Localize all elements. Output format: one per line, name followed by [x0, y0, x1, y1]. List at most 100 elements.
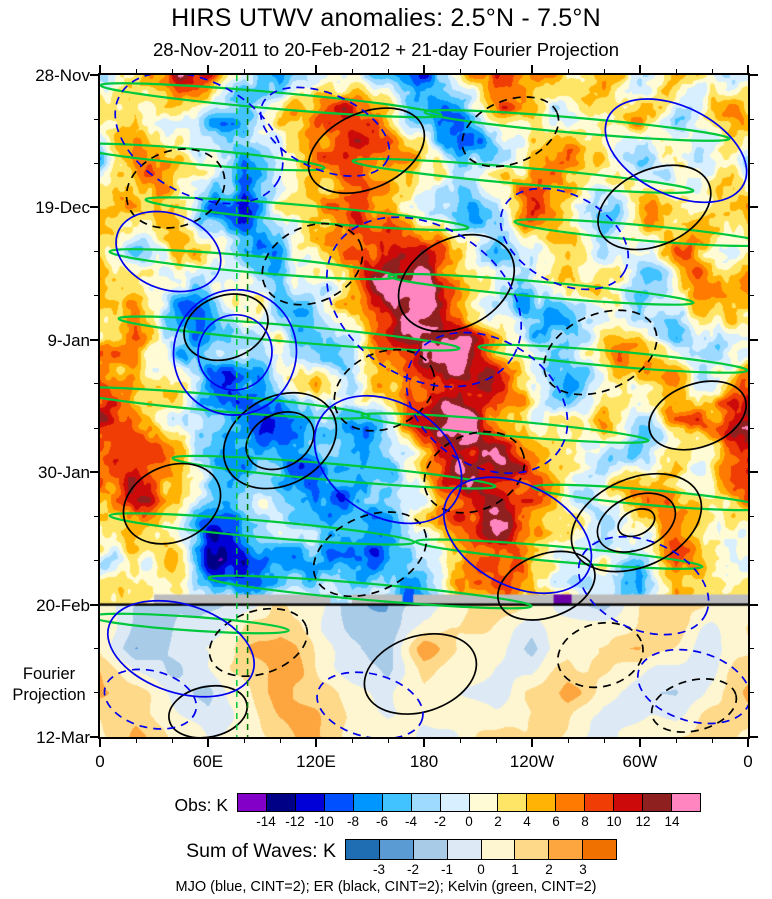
tick-mark: [750, 692, 754, 694]
equatorial-rossby-contour-ellipse: [423, 430, 526, 514]
kelvin-wave-contour-ellipse: [513, 218, 748, 248]
tick-mark: [750, 736, 758, 738]
waves-colorbar-title: Sum of Waves: K: [186, 840, 336, 862]
tick-mark: [567, 739, 569, 743]
x-tick-label: 0: [95, 752, 105, 771]
tick-mark: [90, 471, 98, 474]
waves-colorbar: [345, 839, 617, 860]
tick-mark: [135, 739, 137, 743]
colorbar-tick-label: -2: [433, 814, 447, 829]
x-tick-label: 120E: [296, 752, 336, 771]
colorbar-tick-label: 0: [465, 814, 473, 829]
tick-mark: [207, 739, 209, 747]
mjo-contour-ellipse: [197, 313, 273, 391]
tick-mark: [750, 295, 754, 297]
colorbar-tick-label: 2: [494, 814, 502, 829]
colorbar-segment: [413, 840, 448, 859]
kelvin-wave-contour-ellipse: [414, 538, 704, 570]
mjo-contour-ellipse: [499, 187, 630, 291]
equatorial-rossby-contour-ellipse: [363, 632, 478, 715]
kelvin-wave-contour-ellipse: [360, 412, 650, 444]
kelvin-wave-contour-ellipse: [117, 315, 461, 352]
kelvin-wave-contour-ellipse: [207, 574, 533, 610]
mjo-contour-ellipse: [577, 535, 710, 636]
colorbar-segment: [672, 794, 700, 811]
contour-overlay-svg: [100, 75, 748, 737]
colorbar-segment: [266, 794, 296, 811]
colorbar-tick-label: -10: [314, 814, 334, 829]
mjo-contour-ellipse: [325, 216, 523, 388]
mjo-contour: [103, 75, 748, 737]
tick-mark: [459, 739, 461, 743]
kelvin-wave-contour-ellipse: [423, 109, 731, 142]
equatorial-rossby-contour-ellipse: [125, 148, 226, 229]
equatorial-rossby-contour-ellipse: [307, 107, 426, 195]
colorbar-segment: [447, 840, 482, 859]
reference-longitude-lines: [236, 75, 249, 737]
tick-mark: [750, 383, 754, 385]
mjo-contour-ellipse: [316, 671, 424, 737]
mjo-contour-ellipse: [636, 648, 748, 725]
equatorial-rossby-contour-ellipse: [648, 380, 748, 451]
colorbar-segment: [379, 840, 414, 859]
kelvin-wave-contour: [100, 82, 748, 635]
mjo-contour-ellipse: [259, 86, 391, 177]
tick-mark: [750, 515, 754, 517]
colorbar-tick-label: -6: [375, 814, 389, 829]
mjo-contour-ellipse: [172, 288, 298, 416]
colorbar-segment: [353, 794, 383, 811]
tick-mark: [711, 739, 713, 743]
colorbar-segment: [295, 794, 325, 811]
colorbar-segment: [481, 840, 516, 859]
colorbar-segment: [498, 794, 528, 811]
colorbar-tick-label: 14: [664, 814, 680, 829]
y-tick-label: 12-Mar: [36, 728, 90, 747]
mjo-contour-ellipse: [604, 98, 748, 204]
colorbar-tick-label: -4: [404, 814, 418, 829]
colorbar-segment: [469, 794, 499, 811]
fourier-projection-label: Fourier Projection: [12, 665, 86, 705]
equatorial-rossby-contour-ellipse: [312, 511, 428, 598]
equatorial-rossby-contour-ellipse: [597, 164, 712, 251]
colorbar-segment: [527, 794, 557, 811]
y-tick-label: 9-Jan: [47, 330, 90, 350]
chart-title: HIRS UTWV anomalies: 2.5°N - 7.5°N: [171, 4, 601, 32]
colorbar-tick-label: 12: [635, 814, 651, 829]
tick-mark: [750, 427, 754, 429]
colorbar-segment: [346, 840, 380, 859]
equatorial-rossby-contour-ellipse: [245, 411, 315, 471]
mjo-contour-ellipse: [114, 75, 284, 205]
colorbar-segment: [583, 840, 616, 859]
colorbar-tick-label: -2: [406, 862, 420, 877]
equatorial-rossby-contour-ellipse: [543, 309, 658, 396]
tick-mark: [531, 739, 533, 747]
tick-mark: [207, 65, 209, 73]
mjo-contour-ellipse: [405, 331, 569, 475]
colorbar-tick-label: 1: [511, 862, 519, 877]
equatorial-rossby-contour-ellipse: [556, 621, 644, 689]
tick-mark: [99, 739, 101, 747]
tick-mark: [750, 118, 754, 120]
colorbar-tick-label: 2: [545, 862, 553, 877]
colorbar-segment: [411, 794, 441, 811]
tick-mark: [747, 65, 749, 73]
colorbar-tick-label: -3: [372, 862, 386, 877]
tick-mark: [90, 736, 98, 738]
mjo-contour-ellipse: [106, 599, 256, 698]
colorbar-tick-label: 0: [477, 862, 485, 877]
tick-mark: [750, 559, 754, 561]
plot-area: [98, 73, 750, 739]
kelvin-wave-contour-ellipse: [108, 248, 398, 281]
colorbar-tick-label: -1: [440, 862, 454, 877]
waves-colorbar-labels: -3 -2 -1 0 1 2 3: [345, 862, 617, 878]
obs-colorbar: [237, 793, 701, 812]
tick-mark: [171, 739, 173, 743]
colorbar-tick-label: -14: [256, 814, 276, 829]
tick-mark: [531, 65, 533, 73]
obs-colorbar-title: Obs: K: [174, 795, 229, 815]
equatorial-rossby-contour-ellipse: [261, 222, 364, 306]
colorbar-segment: [324, 794, 354, 811]
tick-mark: [750, 471, 758, 474]
kelvin-wave-contour-ellipse: [100, 612, 290, 635]
